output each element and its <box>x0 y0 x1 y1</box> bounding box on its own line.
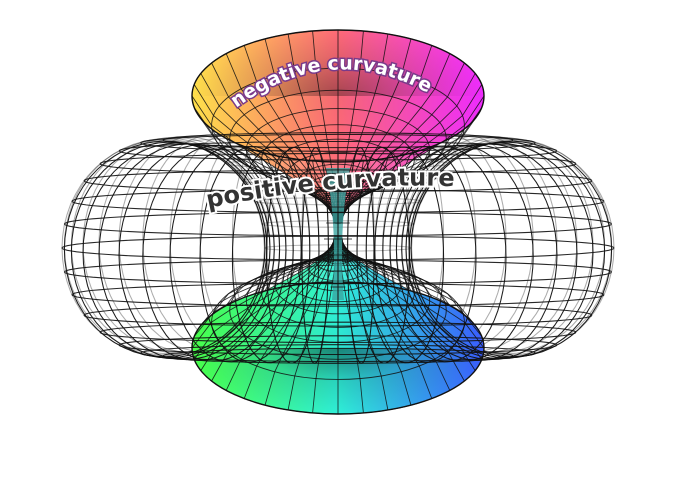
funnel-spoke <box>211 62 335 222</box>
torus-parallel <box>71 282 605 307</box>
funnel-spoke <box>341 73 476 222</box>
funnel-spoke <box>340 239 433 399</box>
torus-meridian <box>410 140 613 358</box>
torus-meridian <box>169 145 294 363</box>
funnel-spoke <box>341 238 465 382</box>
torus-parallel <box>61 235 615 261</box>
torus-meridian <box>401 143 578 361</box>
torus-parallel <box>99 152 577 175</box>
torus-meridian <box>266 146 320 364</box>
torus-meridian <box>98 143 275 361</box>
torus-meridian <box>347 147 375 364</box>
torus-parallel <box>162 347 514 364</box>
torus-meridian <box>365 146 445 364</box>
torus-parallel <box>99 321 577 344</box>
torus-parallel <box>63 259 612 285</box>
torus-parallel <box>83 169 593 193</box>
funnel-spoke <box>200 73 335 222</box>
top-funnel-surface <box>191 29 485 225</box>
torus-parallel <box>162 132 514 149</box>
funnel-spoke <box>243 239 336 399</box>
torus-meridian <box>395 144 558 361</box>
torus-parallel <box>63 211 612 237</box>
funnel-spoke <box>211 238 335 382</box>
torus-parallel <box>118 140 558 161</box>
torus-front-mesh <box>61 132 615 364</box>
torus-meridian <box>63 140 266 358</box>
torus-meridian <box>231 146 311 364</box>
funnel-spoke <box>341 237 483 337</box>
torus-parallel <box>140 133 536 152</box>
torus-meridian <box>301 147 329 364</box>
funnel-spoke <box>341 62 465 222</box>
torus-parallel <box>140 344 536 363</box>
torus-meridian <box>118 144 281 361</box>
torus-parallel <box>71 189 605 214</box>
torus-parallel <box>83 303 593 327</box>
torus-parallel <box>118 335 558 356</box>
